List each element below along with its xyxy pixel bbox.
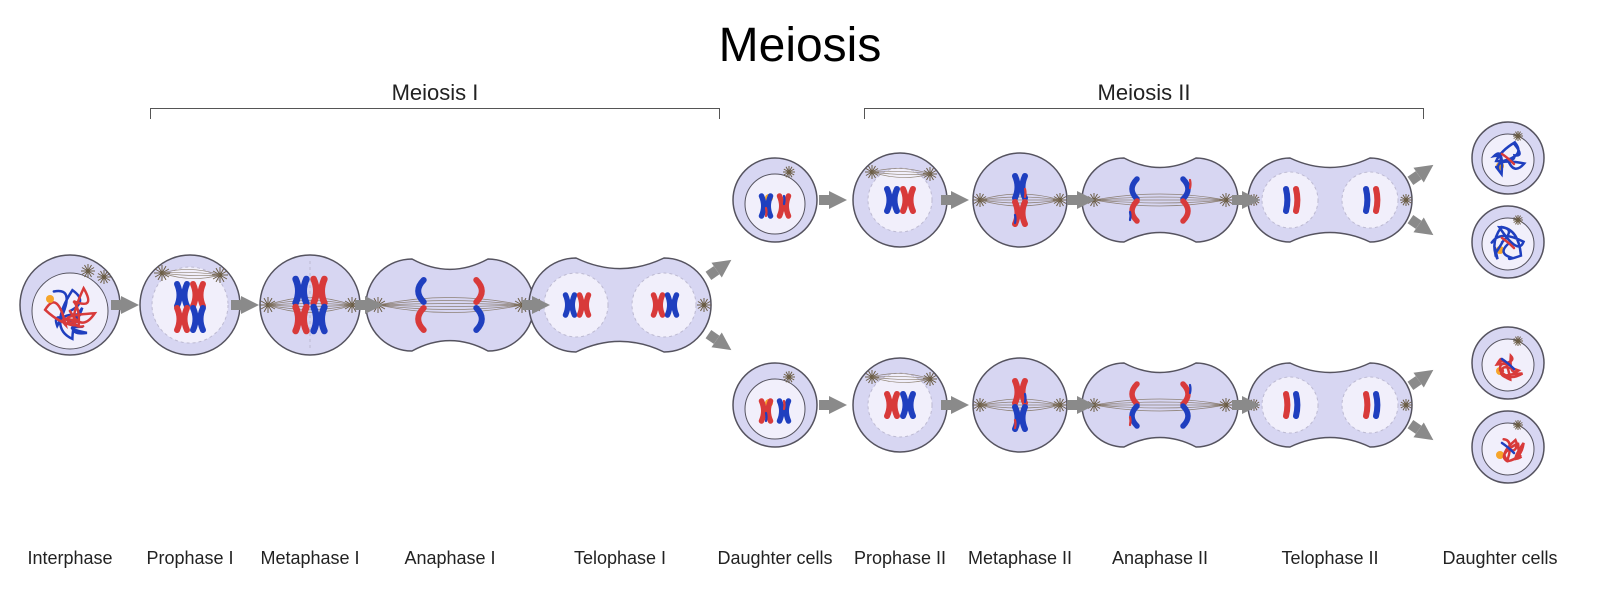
stage-label: Anaphase II — [1112, 548, 1208, 569]
stage-label: Prophase I — [146, 548, 233, 569]
stage-label: Daughter cells — [1442, 548, 1557, 569]
stage-label: Interphase — [27, 548, 112, 569]
stage-label: Metaphase II — [968, 548, 1072, 569]
stage-label: Anaphase I — [404, 548, 495, 569]
stage-label: Telophase I — [574, 548, 666, 569]
arrow-icon — [951, 191, 969, 209]
stage-label: Prophase II — [854, 548, 946, 569]
arrow-icon — [829, 396, 847, 414]
arrow-icon — [829, 191, 847, 209]
arrow-icon — [241, 296, 259, 314]
stage-label: Metaphase I — [260, 548, 359, 569]
arrow-icon — [121, 296, 139, 314]
stage-label: Daughter cells — [717, 548, 832, 569]
arrow-icon — [532, 296, 550, 314]
arrow-icon — [1242, 396, 1260, 414]
arrow-icon — [1077, 191, 1095, 209]
arrow-icon — [365, 296, 383, 314]
meiosis-diagram: Meiosis Meiosis I Meiosis II InterphaseP… — [0, 0, 1600, 600]
arrow-icon — [951, 396, 969, 414]
arrow-icon — [1242, 191, 1260, 209]
stage-label: Telophase II — [1281, 548, 1378, 569]
arrow-icon — [1077, 396, 1095, 414]
